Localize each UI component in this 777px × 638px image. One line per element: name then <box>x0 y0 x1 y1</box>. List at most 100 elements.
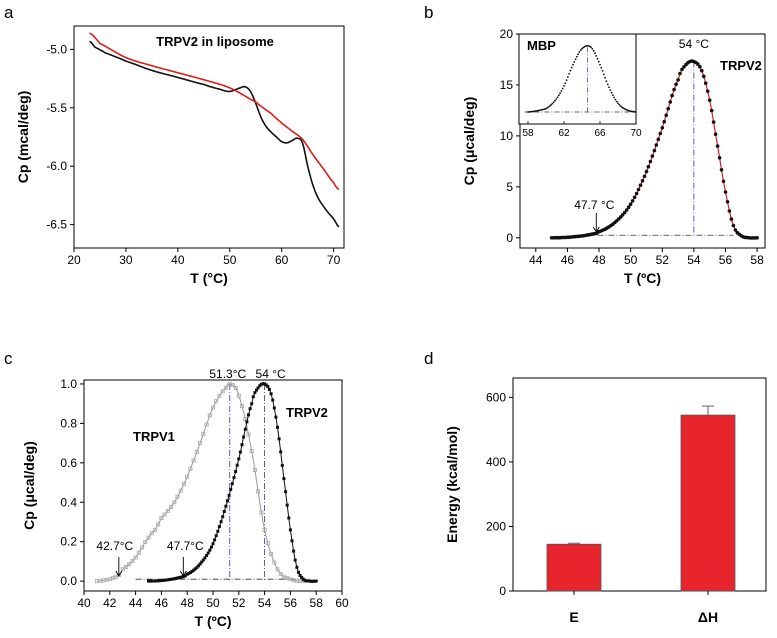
c-onset1-arrow-head <box>115 570 123 577</box>
c-TRPV2-data-point <box>203 556 207 560</box>
c-y-tick-label: 0.0 <box>60 574 77 588</box>
c-TRPV2-data-point <box>290 539 294 543</box>
b-x-tick-label: 46 <box>561 253 575 267</box>
b-data-point <box>656 137 661 142</box>
b-inset-data-point <box>536 109 539 112</box>
b-x-tick-label: 48 <box>592 253 606 267</box>
b-inset-data-point <box>579 49 582 51</box>
a-y-tick-label: -6.0 <box>46 159 67 173</box>
c-TRPV2-data-point <box>171 577 175 581</box>
c-TRPV2-data-point <box>292 549 296 553</box>
c-TRPV2-data-point <box>147 579 150 583</box>
c-TRPV2-data-point <box>298 574 302 577</box>
c-TRPV2-data-point <box>168 578 171 581</box>
c-TRPV2-data-point <box>221 515 225 519</box>
b-inset-data-point <box>529 110 532 113</box>
c-TRPV2-data-point <box>183 574 187 578</box>
b-data-point <box>725 200 730 204</box>
c-x-tick-label: 40 <box>77 596 91 610</box>
b-inset-data-point <box>610 91 613 94</box>
c-TRPV2-data-point <box>213 538 217 542</box>
c-TRPV2-data-point <box>151 579 155 583</box>
b-data-point <box>755 236 759 240</box>
b-peak-label: 54 °C <box>679 37 709 51</box>
b-data-point <box>703 81 708 85</box>
c-x-tick-label: 46 <box>155 596 169 610</box>
c-series2-label: TRPV2 <box>286 405 328 420</box>
b-inset-x-tick-label: 66 <box>594 128 606 139</box>
a-y-axis-label: Cp (mcal/deg) <box>15 91 31 184</box>
b-data-point <box>662 119 666 124</box>
b-x-tick-label: 54 <box>687 253 701 267</box>
b-inset-x-tick-label: 62 <box>558 128 570 139</box>
b-inset-data-point <box>572 63 574 66</box>
c-TRPV2-data-point <box>271 398 275 402</box>
c-TRPV1-data-point <box>127 562 132 567</box>
c-onset2-label: 47.7°C <box>167 539 204 553</box>
c-TRPV1-data-point <box>172 500 177 505</box>
b-inset-data-point <box>570 66 573 69</box>
c-TRPV1-data-point <box>156 522 161 527</box>
b-inset-data-point <box>617 102 619 105</box>
c-TRPV2-data-point <box>305 579 308 583</box>
c-TRPV1-data-point <box>123 565 128 570</box>
c-TRPV2-data-point <box>235 463 239 467</box>
c-y-tick-label: 0.2 <box>60 535 77 549</box>
d-y-axis-label: Energy (kcal/mol) <box>444 426 460 543</box>
c-TRPV2-data-point <box>238 450 242 454</box>
c-TRPV2-data-point <box>264 383 268 387</box>
c-TRPV2-data-point <box>190 569 194 573</box>
d-category-label-0: E <box>569 609 578 625</box>
panel-d-chart: 0 200 400 600 Energy (kcal/mol) E ΔH <box>444 377 767 625</box>
c-TRPV2-data-point <box>263 382 267 386</box>
c-TRPV2-data-point <box>250 402 254 406</box>
b-data-point <box>638 183 643 187</box>
c-TRPV2-data-point <box>261 382 265 386</box>
a-series-red-line <box>89 32 340 191</box>
a-y-tick-label: -5.0 <box>46 42 67 56</box>
b-inset-data-point <box>604 76 606 79</box>
b-inset-data-point <box>563 85 565 87</box>
b-inset-data-point <box>590 46 592 49</box>
b-y-tick-label: 10 <box>500 129 514 143</box>
c-TRPV2-data-point <box>206 551 210 555</box>
b-inset-data-point <box>614 98 617 101</box>
c-TRPV2-data-point <box>253 391 257 395</box>
panel-c-chart: 40 42 44 46 48 50 52 54 56 58 60 0.0 0.2 0.4 0.6 0.8 1.0… <box>21 367 349 629</box>
b-data-point <box>721 179 726 184</box>
c-TRPV1-data-point <box>204 422 209 427</box>
c-TRPV2-data-point <box>280 463 284 467</box>
d-plot-frame <box>512 377 767 592</box>
c-TRPV2-data-point <box>156 579 160 583</box>
b-data-point <box>670 93 674 98</box>
c-TRPV2-data-point <box>301 577 305 581</box>
b-data-point <box>648 159 653 164</box>
c-TRPV2-data-point <box>309 579 313 583</box>
c-onset2-arrow-head <box>179 570 187 577</box>
c-TRPV2-data-point <box>245 420 249 424</box>
panel-b-chart: 44 46 48 50 52 54 56 58 0 5 10 15 20 Cp (μcal/deg) T (… <box>461 27 766 286</box>
c-TRPV2-data-point <box>227 493 231 497</box>
c-TRPV1-data-point <box>130 559 135 564</box>
d-y-tick-label: 600 <box>486 390 506 404</box>
b-inset-data-point <box>613 96 615 99</box>
b-y-axis-label: Cp (μcal/deg) <box>461 97 477 186</box>
b-data-point <box>640 179 645 183</box>
c-x-tick-label: 56 <box>284 596 298 610</box>
c-TRPV2-data-point <box>313 579 317 583</box>
b-inset-data-point <box>573 61 576 63</box>
a-x-tick-label: 20 <box>67 253 81 267</box>
c-TRPV2-data-point <box>258 384 262 388</box>
c-TRPV2-data-point <box>269 392 273 396</box>
b-data-point <box>658 131 663 136</box>
b-y-tick-label: 0 <box>506 231 513 245</box>
c-TRPV2-data-point <box>314 579 318 583</box>
c-TRPV1-data-point <box>198 441 203 446</box>
b-data-point <box>646 164 651 169</box>
c-TRPV2-data-point <box>287 516 291 520</box>
b-inset-data-point <box>556 96 559 99</box>
c-TRPV2-data-point <box>267 387 271 391</box>
c-TRPV2-data-point <box>164 578 168 582</box>
b-inset-data-point <box>592 49 595 52</box>
